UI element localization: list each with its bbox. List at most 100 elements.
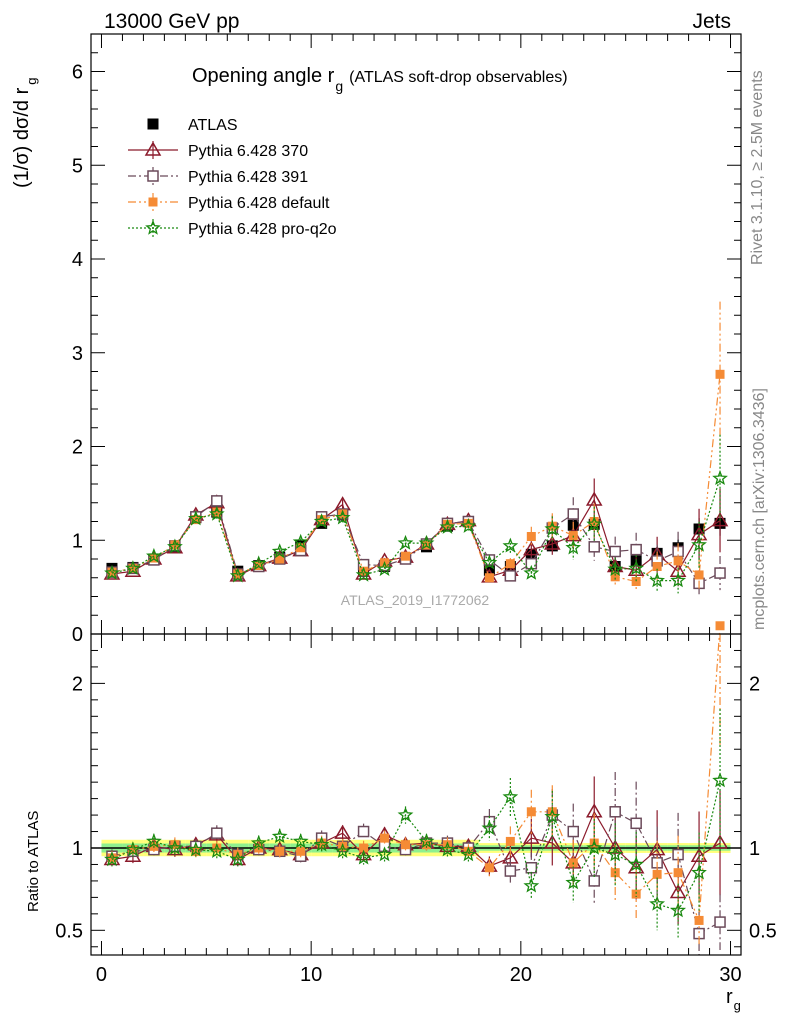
ratio-point: [460, 846, 477, 862]
data-point: [504, 570, 517, 582]
xlabel-text: r: [726, 986, 733, 1008]
ratio-point: [609, 806, 621, 818]
data-point: [586, 516, 603, 532]
ratio-point: [673, 868, 683, 878]
data-point: [567, 508, 580, 520]
ratio-point: [397, 806, 414, 822]
ratio-point: [187, 841, 204, 857]
y-tick-label: 4: [72, 249, 83, 271]
ratio-point: [543, 834, 561, 849]
main-ylabel-text: (1/σ) dσ/d r: [11, 87, 33, 188]
ratio-point: [607, 846, 624, 862]
ratio-point: [588, 875, 600, 887]
data-point: [481, 554, 498, 570]
ratio-point: [694, 915, 704, 925]
ratio-point: [714, 916, 726, 928]
x-tick-label: 20: [510, 964, 532, 986]
ratio-point: [525, 862, 538, 874]
ratio-point: [376, 846, 393, 862]
data-point: [691, 536, 707, 552]
plot-title-suffix: (ATLAS soft-drop observables): [349, 69, 567, 86]
data-point: [711, 512, 729, 527]
data-point: [568, 531, 578, 541]
y-tick-label: 6: [72, 62, 83, 84]
ratio-point: [544, 808, 561, 824]
ratio-point: [357, 825, 370, 838]
plot-title-sub: g: [335, 78, 343, 94]
ratio-point: [504, 865, 517, 877]
ratio-point: [567, 825, 580, 838]
mcplots-label: mcplots.cern.ch [arXiv:1306.3436]: [751, 388, 768, 630]
ratio-y-tick-label-right: 1: [749, 838, 760, 860]
data-point: [652, 562, 662, 571]
data-point: [609, 545, 621, 558]
data-point: [502, 537, 519, 553]
data-point: [714, 567, 726, 579]
ratio-point: [439, 841, 456, 857]
ratio-point: [649, 895, 666, 911]
main-ylabel-sub: g: [24, 78, 39, 85]
ratio-point: [502, 788, 519, 804]
y-tick-label: 1: [72, 530, 83, 552]
data-point: [359, 566, 369, 576]
legend-marker: [148, 197, 158, 207]
ratio-point: [565, 874, 582, 890]
ratio-point: [505, 836, 515, 846]
data-point: [418, 534, 435, 550]
ratio-point: [313, 836, 330, 852]
data-point: [673, 556, 683, 566]
data-point: [505, 559, 515, 569]
data-point: [397, 534, 414, 550]
legend-label: ATLAS: [188, 117, 238, 134]
data-point: [670, 572, 687, 588]
ratio-point: [334, 843, 351, 859]
ratio-point: [526, 807, 536, 817]
series-line-3: [111, 374, 721, 583]
legend-label: Pythia 6.428 default: [188, 195, 330, 212]
data-point: [229, 567, 246, 583]
ratio-point: [170, 840, 180, 850]
ratio-y-tick-label: 1: [72, 838, 83, 860]
ratio-point: [355, 849, 372, 865]
data-point: [649, 572, 666, 588]
ratio-plot: 0.5 0.51 12 20 10 20 30: [55, 621, 777, 986]
ratio-point: [104, 851, 120, 867]
ratio-y-tick-label: 0.5: [55, 920, 83, 942]
ratio-point: [712, 772, 728, 788]
ratio-y-tick-label-right: 0.5: [749, 920, 777, 942]
data-point: [607, 561, 624, 577]
legend-label: Pythia 6.428 370: [188, 143, 308, 160]
plot-title: Opening angle rg (ATLAS soft-drop observa…: [192, 65, 568, 94]
data-point: [334, 509, 351, 525]
ratio-point: [481, 819, 498, 835]
data-point: [376, 561, 393, 577]
y-tick-label: 0: [72, 624, 83, 646]
data-point: [544, 520, 561, 536]
series-line-4: [111, 478, 721, 582]
ratio-point: [229, 851, 246, 867]
data-point: [588, 541, 600, 553]
data-point: [167, 538, 183, 554]
ratio-point: [125, 841, 141, 857]
data-point: [523, 564, 540, 580]
data-point: [543, 535, 561, 550]
ratio-point: [208, 843, 225, 859]
ratio-y-tick-label: 2: [72, 673, 83, 695]
ratio-point: [523, 877, 540, 893]
series-line-2: [111, 499, 721, 585]
data-point: [211, 495, 223, 507]
data-point: [401, 551, 411, 561]
ratio-point: [631, 889, 641, 899]
ratio-point: [628, 856, 645, 872]
ratio-point: [271, 828, 288, 844]
data-point: [526, 532, 536, 541]
ratio-point: [418, 833, 435, 849]
legend-marker: [147, 118, 159, 130]
data-point: [630, 543, 642, 556]
data-point: [460, 517, 477, 533]
data-point: [565, 539, 582, 555]
ratio-point: [250, 834, 267, 850]
data-point: [292, 533, 309, 549]
ratio-point: [145, 833, 162, 849]
